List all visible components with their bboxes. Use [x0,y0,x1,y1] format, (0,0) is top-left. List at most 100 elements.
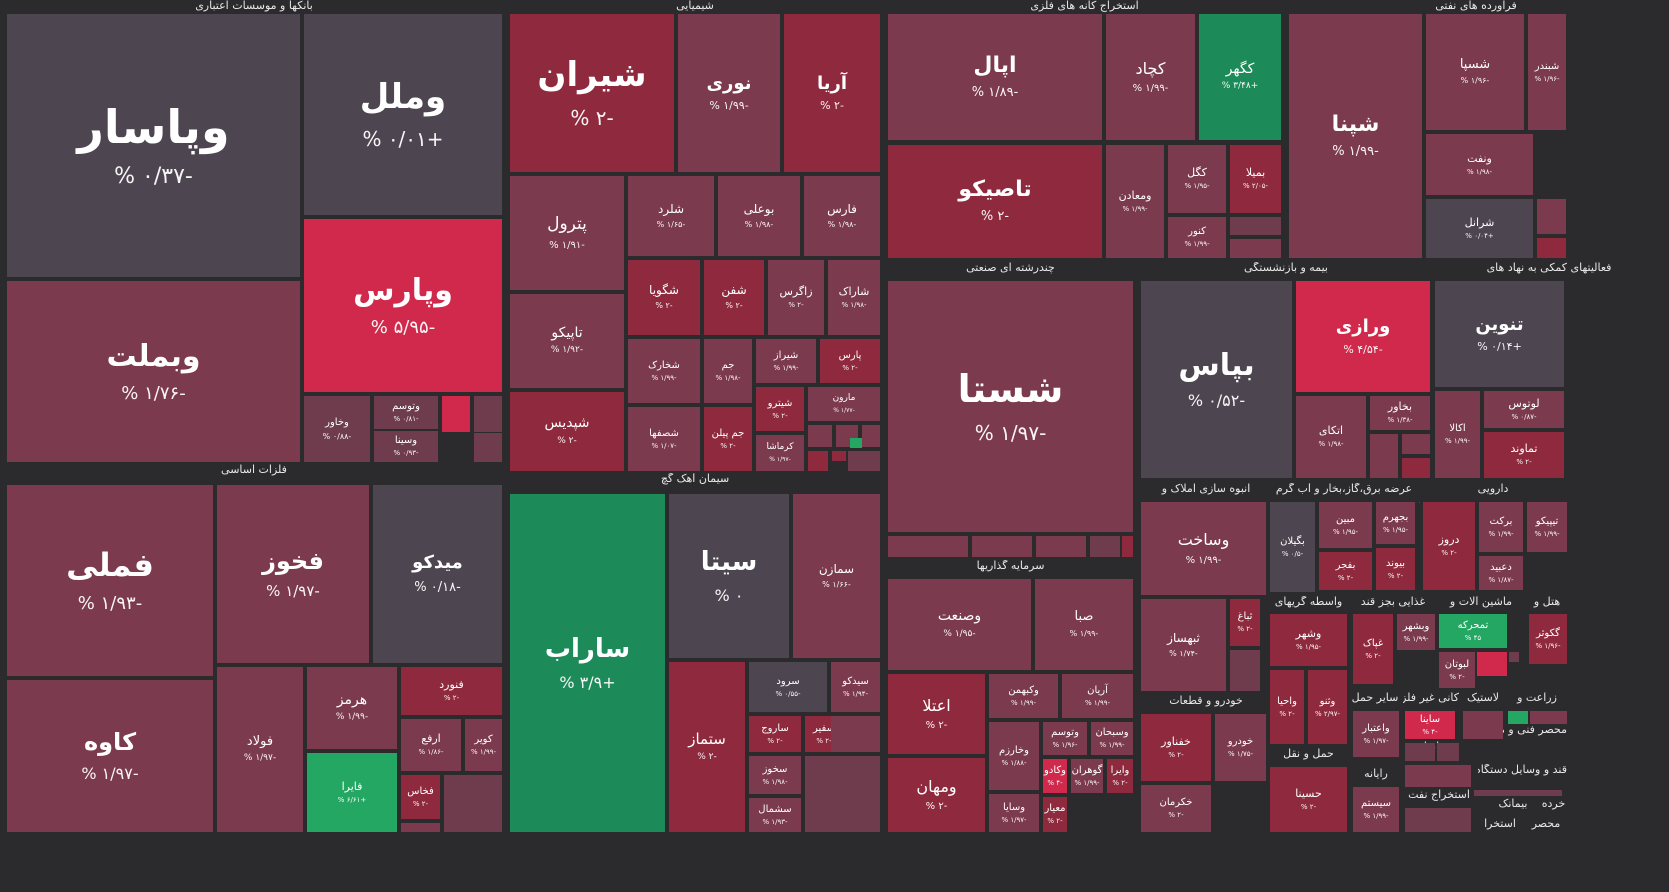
treemap-tile-small[interactable] [1537,238,1566,258]
treemap-tile[interactable]: وبشهر -۱/۹۹ % [1397,614,1435,650]
treemap-tile[interactable]: کرماشا -۱/۹۷ % [756,435,804,471]
treemap-tile[interactable]: زاگرس -۲ % [768,260,824,335]
treemap-tile[interactable]: واعتبار -۱/۹۷ % [1353,711,1399,757]
treemap-tile[interactable]: گکوثر -۱/۹۶ % [1529,614,1567,664]
treemap-tile[interactable]: تاپیکو -۱/۹۲ % [510,294,624,388]
treemap-tile[interactable]: وکادو -۴ % [1043,759,1067,793]
treemap-tile-small[interactable] [888,536,968,557]
treemap-tile[interactable]: خفناور -۲ % [1141,714,1211,781]
treemap-tile[interactable]: سشمال -۱/۹۳ % [749,798,801,832]
treemap-tile-small[interactable] [1122,536,1133,557]
treemap-tile[interactable]: خودرو -۱/۷۵ % [1215,714,1266,781]
treemap-tile[interactable]: شسپا -۱/۹۶ % [1426,14,1524,130]
treemap-tile[interactable]: مبین -۱/۹۵ % [1319,502,1372,548]
treemap-tile-small[interactable] [1405,743,1435,761]
treemap-tile-small[interactable] [848,451,880,471]
treemap-tile[interactable]: شیراز -۱/۹۹ % [756,339,816,383]
treemap-tile[interactable]: وساخت -۱/۹۹ % [1141,502,1266,595]
treemap-tile[interactable] [442,396,470,432]
treemap-tile-small[interactable] [1437,743,1459,761]
treemap-tile[interactable]: بجهرم -۱/۹۵ % [1376,502,1415,544]
treemap-tile-small[interactable] [850,438,862,448]
treemap-tile[interactable]: بفجر -۲ % [1319,552,1372,590]
treemap-tile[interactable]: وثنو -۲/۹۷ % [1308,670,1347,744]
treemap-tile[interactable]: شبندر -۱/۹۶ % [1528,14,1566,130]
treemap-tile[interactable]: برکت -۱/۹۹ % [1479,502,1523,552]
treemap-tile[interactable]: وایرا -۲ % [1107,759,1133,793]
treemap-tile[interactable]: وسینا -۰/۹۳ % [374,431,438,462]
treemap-tile[interactable]: سمازن -۱/۶۶ % [793,494,880,658]
treemap-tile[interactable]: کچاد -۱/۹۹ % [1106,14,1195,140]
treemap-tile[interactable]: خکرمان -۲ % [1141,785,1211,832]
treemap-tile-small[interactable] [862,425,880,447]
treemap-tile[interactable]: وخارزم -۱/۸۸ % [989,722,1039,790]
treemap-tile[interactable]: تنوین +۰/۱۴ % [1435,281,1564,387]
treemap-tile[interactable]: ثباغ -۲ % [1230,599,1260,646]
treemap-tile[interactable]: ورازی -۴/۵۴ % [1296,281,1430,392]
treemap-tile[interactable]: شگویا -۲ % [628,260,700,335]
treemap-tile-small[interactable] [972,536,1032,557]
treemap-tile[interactable]: میدکو -۰/۱۸ % [373,485,502,663]
treemap-tile[interactable]: فایرا +۶/۶۱ % [307,753,397,832]
treemap-tile[interactable]: سیستم -۱/۹۹ % [1353,787,1399,832]
treemap-tile-small[interactable] [1509,652,1519,662]
treemap-tile-small[interactable] [401,823,440,832]
treemap-tile[interactable]: شفن -۲ % [704,260,764,335]
treemap-tile-small[interactable] [1477,652,1507,676]
treemap-tile[interactable]: گوهران -۱/۹۹ % [1071,759,1103,793]
treemap-tile[interactable]: شیران -۲ % [510,14,674,172]
treemap-tile[interactable]: حسینا -۲ % [1270,767,1347,832]
treemap-tile[interactable]: وسایا -۱/۹۷ % [989,794,1039,832]
treemap-tile[interactable]: وتوسم -۰/۸۱ % [374,396,438,429]
treemap-tile[interactable]: تاصیکو -۲ % [888,145,1102,258]
treemap-tile[interactable] [474,433,502,462]
treemap-tile[interactable] [474,396,502,432]
treemap-tile-small[interactable] [1405,765,1471,787]
treemap-tile-small[interactable] [1419,502,1420,503]
treemap-tile[interactable]: بخاور -۱/۳۸ % [1370,396,1430,430]
treemap-tile-small[interactable] [1508,711,1528,724]
treemap-tile[interactable]: ستماز -۲ % [669,662,745,832]
treemap-tile[interactable]: ثبهساز -۱/۷۴ % [1141,599,1226,691]
treemap-tile[interactable]: شیترو -۲ % [756,387,804,431]
treemap-tile[interactable]: وکبهمن -۱/۹۹ % [989,674,1058,718]
treemap-tile[interactable]: تمحرکه ۴۵ % [1439,614,1507,648]
treemap-tile[interactable]: ارفع -۱/۸۶ % [401,719,461,771]
treemap-tile[interactable]: کاوه -۱/۹۷ % [7,680,213,832]
treemap-tile[interactable]: شصفها -۱/۰۷ % [628,407,700,471]
treemap-tile[interactable]: شرانل +۰/۰۴ % [1426,199,1533,258]
treemap-tile[interactable]: فملی -۱/۹۳ % [7,485,213,676]
treemap-tile-small[interactable] [1090,536,1120,557]
treemap-tile[interactable]: پترول -۱/۹۱ % [510,176,624,290]
treemap-tile[interactable]: کگهر +۳/۴۸ % [1199,14,1281,140]
treemap-tile[interactable]: فولاد -۱/۹۷ % [217,667,303,832]
treemap-tile[interactable]: مارون -۱/۷۷ % [808,387,880,421]
treemap-tile[interactable]: وخاور -۰/۸۸ % [304,396,370,462]
treemap-tile-small[interactable] [1230,650,1260,691]
treemap-tile[interactable]: دروز -۲ % [1423,502,1475,590]
treemap-tile[interactable]: جم پیلن -۲ % [704,407,752,471]
treemap-tile[interactable]: اپال -۱/۸۹ % [888,14,1102,140]
treemap-tile[interactable]: غپاک -۲ % [1353,614,1393,684]
treemap-tile[interactable]: کگل -۱/۹۵ % [1168,145,1226,213]
treemap-tile[interactable]: دعبید -۱/۸۷ % [1479,556,1523,590]
treemap-tile-small[interactable] [1474,790,1562,796]
treemap-tile-small[interactable] [444,775,502,832]
treemap-tile[interactable]: تماوند -۲ % [1484,432,1564,478]
treemap-tile[interactable]: هرمز -۱/۹۹ % [307,667,397,749]
treemap-tile[interactable]: فارس -۱/۹۸ % [804,176,880,256]
treemap-tile[interactable]: وملل +۰/۰۱ % [304,14,502,215]
treemap-tile-small[interactable] [831,716,880,752]
treemap-tile[interactable]: ونفت -۱/۹۸ % [1426,134,1533,195]
treemap-tile[interactable]: ومهان -۲ % [888,758,985,832]
treemap-tile[interactable]: وپارس -۵/۹۵ % [304,219,502,392]
treemap-tile[interactable]: وتوسم -۱/۹۶ % [1043,722,1087,755]
treemap-tile[interactable]: نوری -۱/۹۹ % [678,14,780,172]
treemap-tile[interactable]: شلرد -۱/۶۵ % [628,176,714,256]
treemap-tile[interactable]: واحیا -۲ % [1270,670,1304,744]
treemap-tile-small[interactable] [1405,808,1471,832]
treemap-tile-small[interactable] [1402,434,1430,454]
treemap-tile-small[interactable] [832,451,846,461]
treemap-tile-small[interactable] [1230,217,1281,235]
treemap-tile[interactable]: وسبحان -۱/۹۹ % [1091,722,1133,755]
